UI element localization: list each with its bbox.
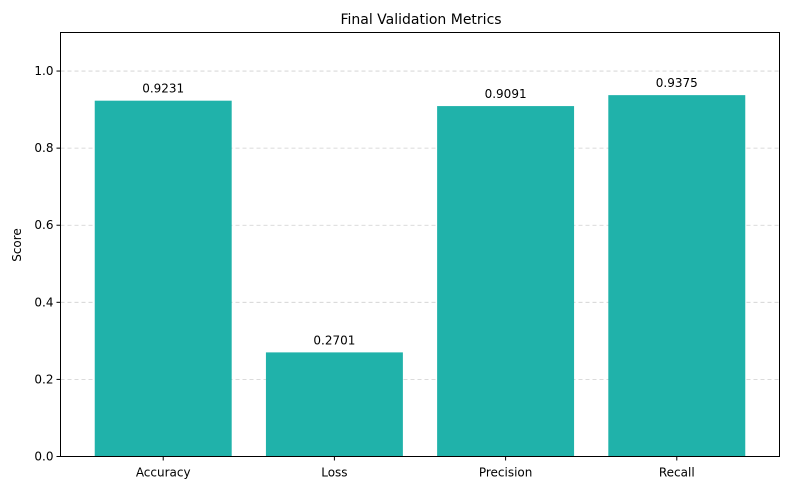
data-label-recall: 0.9375 <box>656 76 698 90</box>
y-tick-label: 0.8 <box>34 141 53 155</box>
y-axis: 0.0 0.2 0.4 0.6 0.8 1.0 <box>34 64 61 464</box>
bar-loss <box>265 352 403 457</box>
y-tick-label: 0.0 <box>34 450 53 464</box>
data-label-accuracy: 0.9231 <box>142 82 184 96</box>
x-tick-label-recall: Recall <box>659 466 695 480</box>
x-tick-label-precision: Precision <box>479 466 533 480</box>
bars <box>94 95 746 457</box>
bar-precision <box>437 106 575 457</box>
y-tick-label: 0.6 <box>34 218 53 232</box>
y-tick-label: 1.0 <box>34 64 53 78</box>
data-label-precision: 0.9091 <box>485 87 527 101</box>
x-tick-label-loss: Loss <box>321 466 347 480</box>
bar-recall <box>608 95 746 457</box>
chart-title: Final Validation Metrics <box>340 12 501 28</box>
x-tick-label-accuracy: Accuracy <box>136 466 191 480</box>
bar-accuracy <box>94 100 232 457</box>
plot-frame <box>60 32 780 457</box>
data-label-loss: 0.2701 <box>313 333 355 347</box>
data-labels: 0.9231 0.2701 0.9091 0.9375 <box>142 76 698 347</box>
x-axis: Accuracy Loss Precision Recall <box>136 456 695 480</box>
y-tick-label: 0.4 <box>34 295 53 309</box>
y-axis-label: Score <box>10 228 24 262</box>
y-tick-label: 0.2 <box>34 372 53 386</box>
